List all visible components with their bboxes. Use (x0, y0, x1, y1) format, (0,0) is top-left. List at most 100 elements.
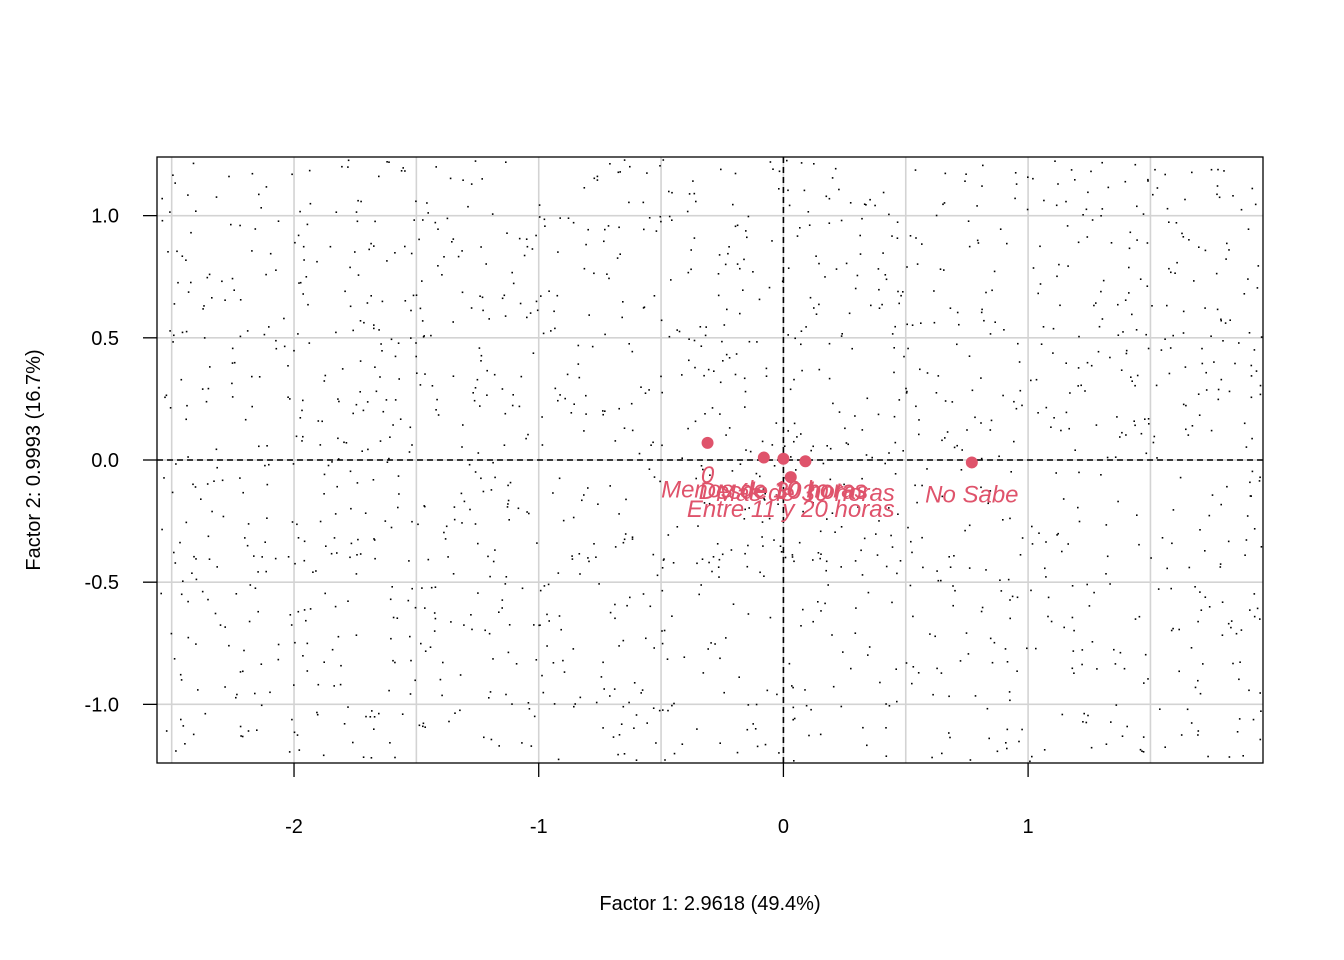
data-point (176, 250, 178, 253)
data-point (756, 341, 758, 343)
data-point (1217, 388, 1220, 391)
data-point (357, 538, 359, 541)
data-point (373, 538, 375, 540)
data-point (254, 587, 257, 589)
data-point (187, 194, 189, 196)
data-point (882, 252, 884, 254)
data-point (562, 659, 564, 662)
data-point (397, 506, 399, 509)
data-point (447, 556, 449, 558)
data-point (762, 545, 764, 547)
data-point (334, 513, 337, 515)
data-point (337, 458, 340, 460)
data-point (815, 313, 818, 315)
data-point (453, 518, 456, 521)
data-point (686, 210, 689, 213)
data-point (1086, 361, 1089, 364)
data-point (1254, 203, 1257, 206)
data-point (316, 260, 318, 263)
data-point (1247, 228, 1250, 230)
data-point (557, 399, 559, 402)
data-point (949, 566, 952, 568)
data-point (993, 641, 996, 644)
data-point (1015, 407, 1018, 410)
data-point (911, 682, 913, 685)
data-point (956, 444, 958, 447)
data-point (861, 217, 863, 220)
data-point (1106, 456, 1109, 459)
data-point (452, 321, 454, 323)
data-point (1100, 474, 1102, 476)
data-point (1054, 160, 1056, 162)
data-point (228, 175, 230, 178)
data-point (1052, 327, 1055, 330)
data-point (452, 375, 455, 377)
data-point (851, 347, 853, 350)
data-point (409, 635, 411, 638)
data-point (668, 215, 671, 218)
data-point (360, 200, 362, 203)
data-point (825, 195, 828, 198)
data-point (211, 297, 213, 299)
data-point (472, 392, 474, 394)
data-point (258, 376, 261, 378)
data-point (1191, 171, 1193, 174)
data-point (642, 593, 645, 595)
data-point (722, 360, 724, 362)
data-point (658, 709, 661, 712)
data-point (891, 333, 894, 335)
data-point (952, 585, 954, 587)
data-point (207, 535, 210, 538)
data-point (216, 466, 218, 469)
data-point (573, 705, 575, 708)
data-point (400, 170, 403, 172)
data-point (1057, 532, 1059, 535)
data-point (275, 269, 277, 271)
data-point (504, 315, 507, 317)
data-point (239, 335, 242, 338)
data-point (292, 463, 295, 465)
data-point (661, 642, 664, 645)
data-point (1117, 334, 1120, 336)
data-point (1178, 670, 1180, 673)
data-point (968, 245, 971, 248)
data-point (662, 709, 664, 711)
data-point (911, 551, 913, 554)
data-point (607, 225, 610, 227)
data-point (1130, 376, 1132, 378)
data-point (209, 366, 211, 368)
data-point (1087, 191, 1089, 194)
data-point (1138, 543, 1140, 546)
data-point (909, 584, 912, 587)
data-point (221, 479, 224, 482)
data-point (1124, 299, 1127, 301)
data-point (907, 526, 909, 529)
data-point (769, 616, 772, 619)
data-point (967, 220, 970, 222)
data-point (980, 610, 983, 613)
data-point (334, 605, 337, 608)
data-point (266, 483, 269, 486)
data-point (404, 170, 406, 172)
data-point (791, 685, 793, 687)
data-point (769, 161, 772, 163)
data-point (983, 319, 985, 322)
data-point (251, 405, 253, 408)
data-point (964, 529, 966, 532)
data-point (301, 440, 303, 442)
data-point (392, 616, 395, 619)
data-point (980, 422, 982, 424)
data-point (541, 416, 543, 418)
data-point (832, 685, 835, 688)
data-point (1170, 629, 1173, 632)
data-point (260, 207, 262, 209)
data-point (1201, 362, 1204, 365)
data-point (366, 302, 369, 304)
data-point (480, 360, 482, 362)
data-point (558, 615, 561, 617)
data-point (1090, 364, 1093, 367)
data-point (463, 624, 465, 626)
data-point (195, 578, 198, 581)
data-point (488, 632, 491, 635)
data-point (888, 452, 890, 454)
